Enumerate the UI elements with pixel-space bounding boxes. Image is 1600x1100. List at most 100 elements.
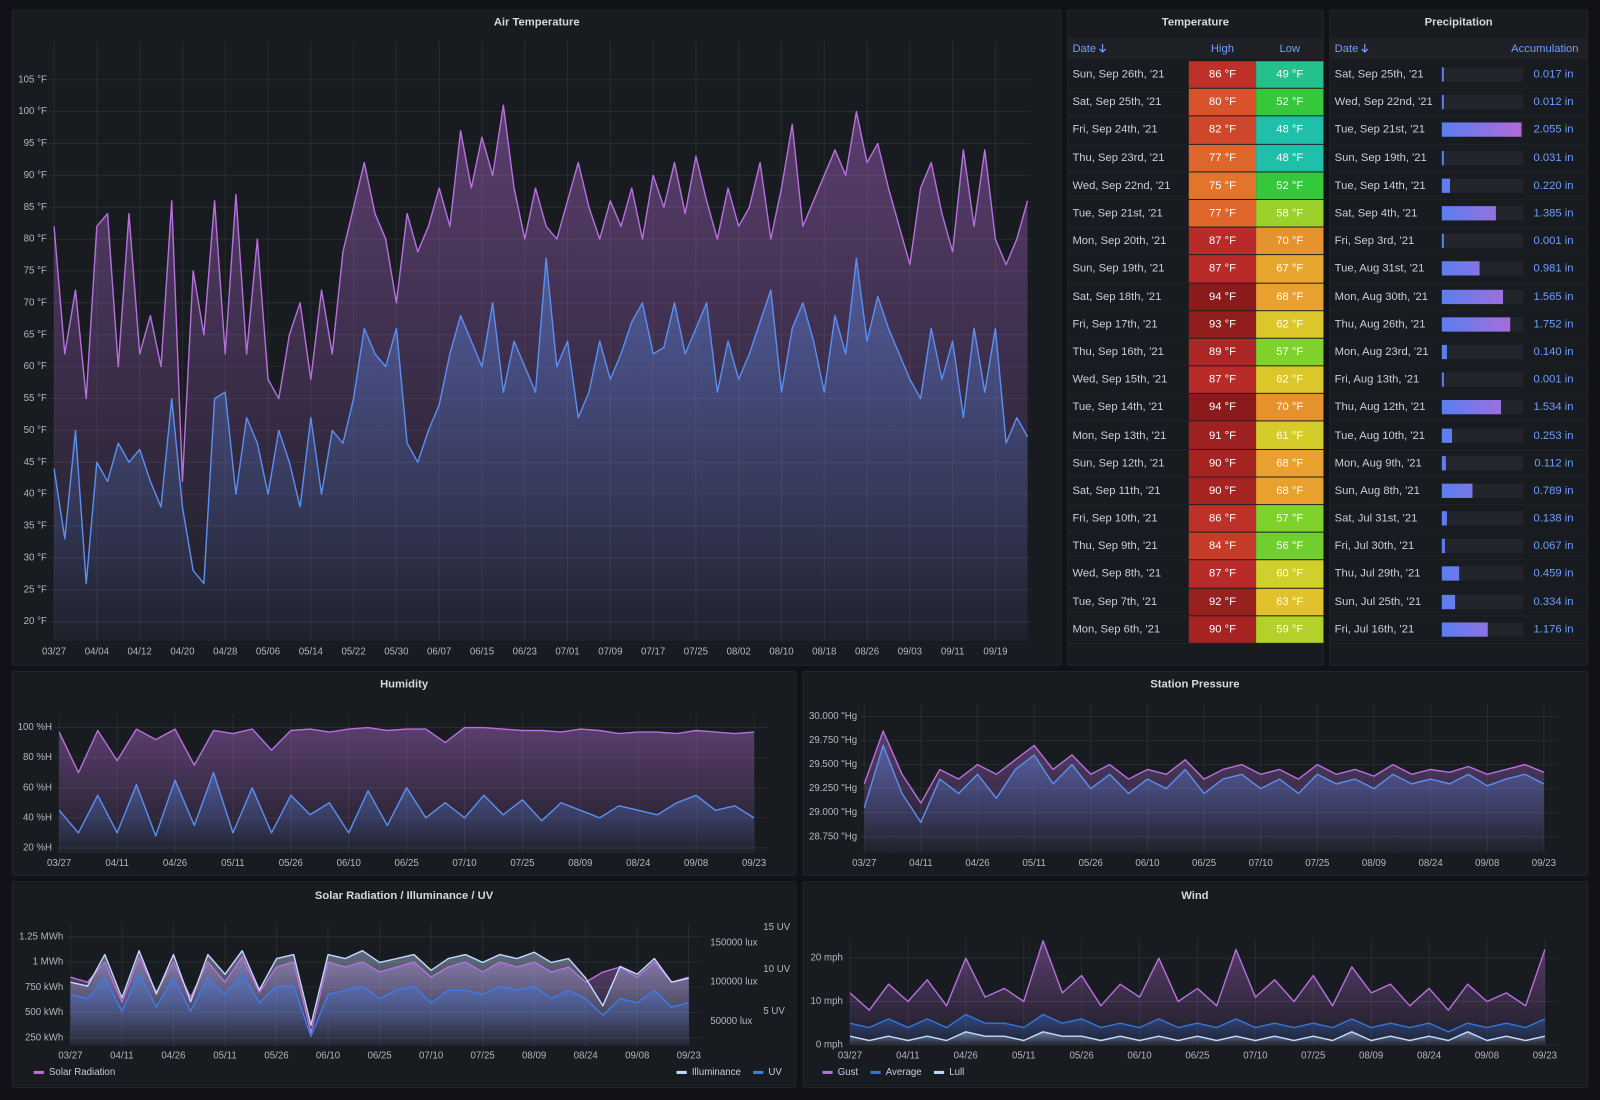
date-cell: Tue, Sep 21st, '21	[1072, 207, 1163, 220]
x-tick-label: 06/10	[1135, 858, 1160, 869]
table-row: Sun, Aug 8th, '21 0.789 in	[1329, 477, 1588, 506]
y-tick-label: 29.500 "Hg	[809, 759, 857, 770]
date-cell: Sat, Sep 25th, '21	[1334, 68, 1424, 81]
temp-value: 48	[1276, 151, 1289, 164]
precip-value: 0.334 in	[1523, 596, 1587, 608]
gauge	[1441, 428, 1524, 443]
temp-value: 90	[1208, 623, 1222, 636]
table-row: Mon, Aug 30th, '21 1.565 in	[1329, 283, 1588, 311]
x-tick-label: 07/09	[598, 647, 622, 658]
gauge-bar	[1441, 511, 1448, 526]
x-tick-label: 08/24	[1418, 858, 1443, 869]
precip-number: 2.055	[1533, 123, 1562, 137]
precip-number: 0.140	[1533, 345, 1562, 359]
sort-arrow	[1361, 43, 1369, 54]
x-tick-label: 06/10	[1127, 1051, 1152, 1062]
gauge	[1441, 261, 1524, 276]
precipitation-table: Precipitation Date Accumulation Sat, Sep…	[1329, 10, 1588, 665]
date-cell: Mon, Sep 20th, '21	[1072, 234, 1167, 248]
table-row: Fri, Aug 13th, '21 0.001 in	[1329, 366, 1588, 395]
temp-unit: °F	[1224, 68, 1236, 81]
temp-unit: °F	[1291, 262, 1304, 275]
date-cell: Tue, Aug 31st, '21	[1334, 262, 1425, 275]
precip-value: 2.055 in	[1523, 124, 1587, 136]
legend-label: UV	[768, 1067, 782, 1078]
temp-unit: °F	[1224, 401, 1236, 414]
x-tick-label: 04/26	[954, 1051, 978, 1062]
y-tick-label: 80 %H	[23, 752, 52, 763]
gauge	[1441, 233, 1524, 249]
line	[70, 956, 689, 1034]
precip-unit: in	[1564, 290, 1574, 303]
gauge	[1441, 400, 1524, 415]
header-cell[interactable]: Low	[1279, 42, 1301, 55]
temp-cell: 87 °F	[1188, 366, 1257, 394]
x-tick-label: 08/18	[812, 647, 836, 658]
temp-value: 52	[1276, 179, 1289, 192]
temp-value: 49	[1276, 68, 1289, 81]
temp-cell: 70 °F	[1256, 394, 1324, 421]
date-cell: Fri, Aug 13th, '21	[1334, 373, 1420, 386]
x-tick-label: 08/09	[1362, 858, 1386, 869]
panel-title: Wind	[1181, 890, 1208, 902]
y-tick-label: 20 mph	[811, 953, 843, 964]
temp-unit: °F	[1291, 151, 1304, 164]
table-body: Sat, Sep 25th, '21 0.017 in Wed, Sep 22nd,…	[1329, 61, 1588, 644]
precip-number: 1.385	[1533, 207, 1562, 220]
temp-cell: 67 °F	[1256, 255, 1324, 283]
header-cell[interactable]: Date	[1330, 42, 1436, 55]
precip-unit: in	[1564, 456, 1574, 470]
table-header: Date Accumulation	[1329, 37, 1588, 60]
precip-value: 0.789 in	[1523, 485, 1587, 497]
table-row: Tue, Sep 7th, '21 92 °F 63 °F	[1067, 588, 1324, 617]
date-cell: Thu, Sep 9th, '21	[1072, 540, 1158, 553]
temp-cell: 87 °F	[1188, 255, 1257, 283]
date-cell: Mon, Aug 23rd, '21	[1334, 345, 1429, 359]
precip-value: 0.067 in	[1523, 540, 1587, 552]
table-row: Sat, Sep 25th, '21 80 °F 52 °F	[1067, 88, 1324, 117]
temp-value: 84	[1208, 540, 1222, 553]
y-tick-label: 55 °F	[24, 393, 47, 404]
header-cell[interactable]: Date	[1067, 42, 1188, 55]
temp-unit: °F	[1291, 345, 1304, 359]
temp-cell: 58 °F	[1256, 199, 1324, 227]
panel-title: Station Pressure	[1150, 679, 1239, 691]
temp-value: 94	[1208, 401, 1222, 414]
x-tick-label: 08/26	[855, 647, 879, 658]
y-tick-label: 15 UV	[763, 922, 790, 933]
precip-number: 0.981	[1533, 262, 1562, 275]
temp-unit: °F	[1224, 345, 1236, 359]
temp-unit: °F	[1224, 207, 1236, 220]
gauge	[1441, 289, 1524, 304]
temp-unit: °F	[1224, 318, 1236, 331]
header-text[interactable]: Date	[1072, 42, 1097, 55]
gauge	[1441, 178, 1524, 193]
table-row: Fri, Sep 3rd, '21 0.001 in	[1329, 228, 1588, 256]
gauge	[1441, 317, 1524, 332]
temp-value: 77	[1208, 151, 1222, 164]
precip-value: 1.752 in	[1523, 318, 1587, 330]
precip-unit: in	[1564, 234, 1574, 248]
line	[863, 744, 1545, 824]
table-row: Fri, Sep 17th, '21 93 °F 62 °F	[1067, 310, 1324, 339]
date-cell: Thu, Jul 29th, '21	[1334, 567, 1421, 581]
gauge	[1441, 372, 1524, 387]
line	[58, 771, 755, 837]
x-tick-label: 06/07	[427, 647, 451, 658]
temp-cell: 84 °F	[1188, 532, 1257, 560]
precip-value: 1.534 in	[1523, 401, 1587, 413]
temp-cell: 57 °F	[1256, 505, 1324, 532]
precip-value: 1.176 in	[1523, 623, 1587, 635]
x-tick-label: 09/23	[742, 858, 766, 869]
temp-cell: 63 °F	[1256, 588, 1324, 616]
temp-cell: 75 °F	[1188, 172, 1257, 199]
date-cell: Mon, Aug 30th, '21	[1334, 290, 1428, 303]
x-tick-label: 04/26	[161, 1051, 185, 1062]
gauge-bar	[1441, 344, 1448, 360]
temp-unit: °F	[1224, 484, 1236, 497]
header-cell[interactable]: Accumulation	[1511, 42, 1579, 55]
temp-cell: 56 °F	[1256, 532, 1324, 560]
header-text[interactable]: Date	[1334, 42, 1359, 55]
header-cell[interactable]: High	[1210, 42, 1234, 55]
temp-cell: 62 °F	[1256, 366, 1324, 394]
